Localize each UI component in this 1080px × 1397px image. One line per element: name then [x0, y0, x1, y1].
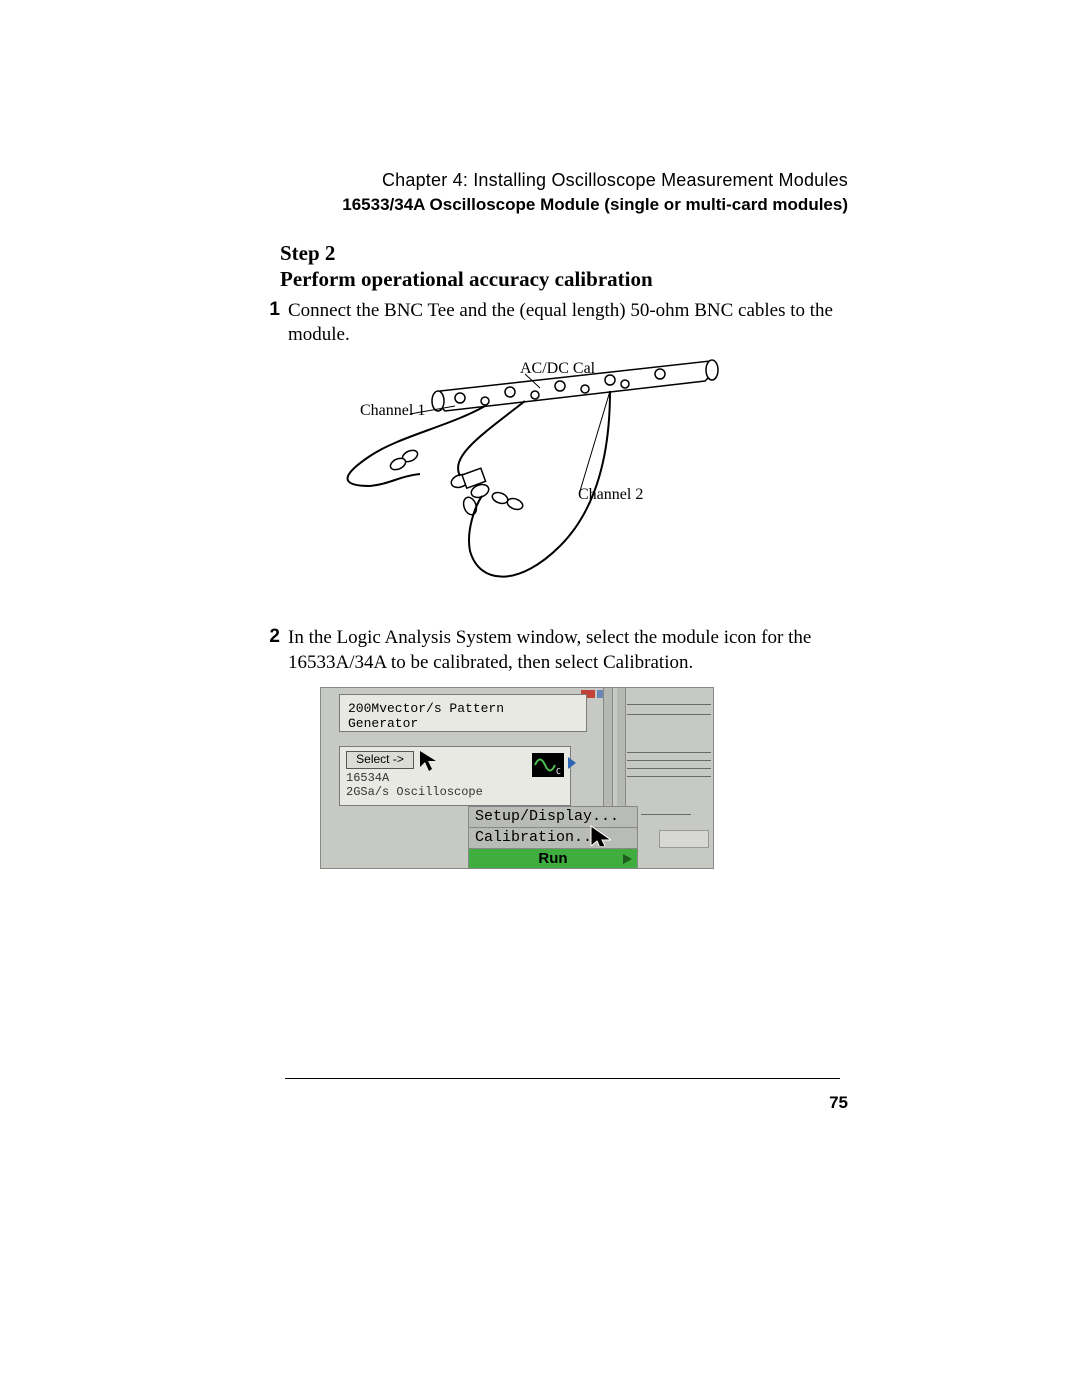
- step-label: Step 2: [280, 241, 335, 265]
- list-item-2: 2 In the Logic Analysis System window, s…: [280, 626, 840, 675]
- oscilloscope-icon[interactable]: C: [532, 753, 564, 777]
- label-acdc-cal: AC/DC Cal: [520, 360, 595, 378]
- step-title-text: Perform operational accuracy calibration: [280, 267, 653, 291]
- context-menu: Setup/Display... Calibration... Run: [468, 806, 638, 869]
- menu-item-setup-display[interactable]: Setup/Display...: [468, 806, 638, 827]
- module-model-label: 16534A: [346, 771, 389, 785]
- wire-line: [627, 776, 711, 777]
- menu-item-run[interactable]: Run: [468, 848, 638, 869]
- wire-line: [641, 814, 691, 815]
- page-number: 75: [829, 1093, 848, 1113]
- select-button-label: Select ->: [356, 752, 404, 766]
- pattern-generator-box: 200Mvector/s Pattern Generator: [339, 694, 587, 732]
- bnc-diagram-svg: [310, 356, 730, 616]
- pattern-generator-label: 200Mvector/s Pattern Generator: [348, 701, 504, 731]
- list-marker: 1: [256, 299, 288, 348]
- content-body: Step 2 Perform operational accuracy cali…: [280, 240, 840, 869]
- menu-label: Setup/Display...: [475, 808, 619, 825]
- list-marker: 2: [256, 626, 288, 675]
- logic-analysis-screenshot: 200Mvector/s Pattern Generator Select ->: [320, 687, 714, 869]
- page: Chapter 4: Installing Oscilloscope Measu…: [0, 0, 1080, 1397]
- wire-line: [627, 760, 711, 761]
- label-channel-1: Channel 1: [360, 402, 425, 420]
- module-scope-label: 2GSa/s Oscilloscope: [346, 785, 483, 799]
- menu-item-calibration[interactable]: Calibration...: [468, 827, 638, 848]
- label-channel-2: Channel 2: [578, 486, 643, 504]
- module-title: 16533/34A Oscilloscope Module (single or…: [342, 195, 848, 215]
- wire-line: [627, 752, 711, 753]
- wire-line: [627, 768, 711, 769]
- select-button[interactable]: Select ->: [346, 751, 414, 769]
- bnc-cable-diagram: Channel 1 AC/DC Cal Channel 2: [310, 356, 730, 616]
- svg-text:C: C: [556, 767, 561, 776]
- select-cursor-hint-icon: [416, 747, 444, 775]
- chapter-title: Chapter 4: Installing Oscilloscope Measu…: [342, 170, 848, 191]
- list-text: Connect the BNC Tee and the (equal lengt…: [288, 299, 840, 348]
- page-header: Chapter 4: Installing Oscilloscope Measu…: [342, 170, 848, 215]
- list-item-1: 1 Connect the BNC Tee and the (equal len…: [280, 299, 840, 348]
- ghost-panel: [659, 830, 709, 848]
- footer-rule: [285, 1078, 840, 1079]
- step-heading: Step 2 Perform operational accuracy cali…: [280, 240, 840, 293]
- play-icon: [621, 853, 633, 865]
- mouse-cursor-icon: [589, 824, 611, 846]
- menu-label: Calibration...: [475, 829, 601, 846]
- arrow-right-icon: [568, 757, 576, 769]
- wire-line: [627, 704, 711, 705]
- list-text: In the Logic Analysis System window, sel…: [288, 626, 840, 675]
- wire-line: [627, 714, 711, 715]
- module-panel: Select -> 16534A 2GSa/s Oscilloscope C: [339, 746, 571, 806]
- menu-label: Run: [538, 850, 567, 867]
